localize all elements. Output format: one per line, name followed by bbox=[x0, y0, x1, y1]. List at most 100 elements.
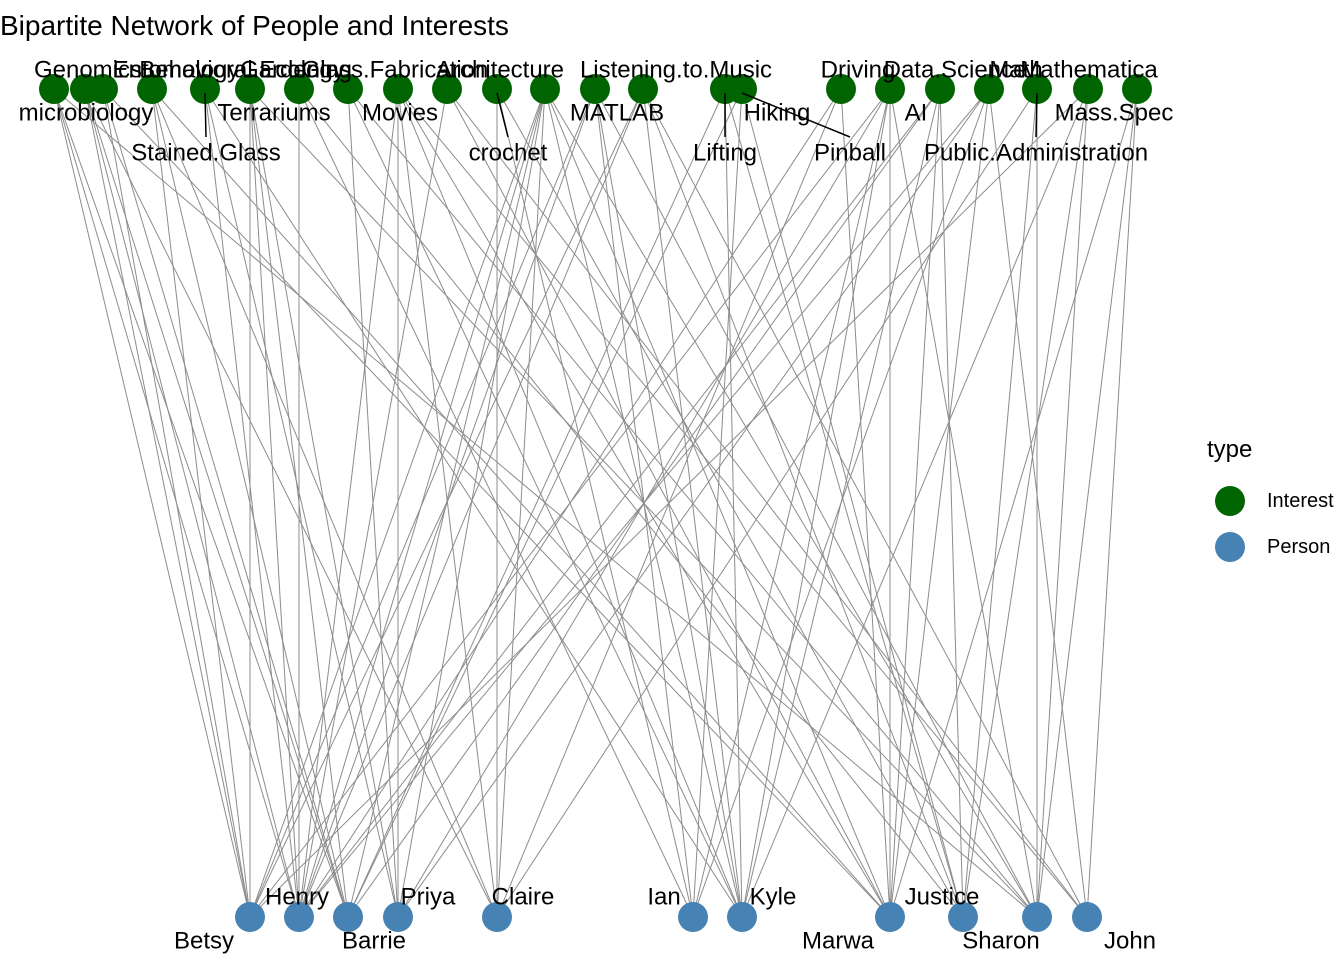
edge bbox=[496, 88, 1038, 918]
interest-node[interactable] bbox=[284, 74, 314, 104]
edge bbox=[204, 88, 399, 918]
interest-node[interactable] bbox=[1122, 74, 1152, 104]
edge bbox=[692, 88, 891, 918]
person-node[interactable] bbox=[482, 902, 512, 932]
person-node[interactable] bbox=[284, 902, 314, 932]
interest-node[interactable] bbox=[875, 74, 905, 104]
interest-node[interactable] bbox=[235, 74, 265, 104]
interest-label: Mass.Spec bbox=[1055, 100, 1174, 127]
legend-person-label: Person bbox=[1267, 535, 1331, 558]
person-node[interactable] bbox=[678, 902, 708, 932]
interest-label: crochet bbox=[469, 140, 548, 167]
interest-node[interactable] bbox=[1073, 74, 1103, 104]
label-leader-layer bbox=[204, 92, 1038, 138]
person-label: Betsy bbox=[174, 928, 234, 955]
person-node[interactable] bbox=[727, 902, 757, 932]
edge bbox=[840, 88, 891, 918]
interest-node[interactable] bbox=[190, 74, 220, 104]
edge bbox=[298, 88, 448, 918]
legend-interest-swatch bbox=[1215, 486, 1245, 516]
interest-label: Public.Administration bbox=[924, 140, 1148, 167]
edge bbox=[298, 88, 990, 918]
person-node[interactable] bbox=[383, 902, 413, 932]
person-label: Sharon bbox=[962, 928, 1039, 955]
interest-node[interactable] bbox=[39, 74, 69, 104]
edge bbox=[692, 88, 990, 918]
interest-label: Math bbox=[989, 57, 1042, 84]
person-label: Claire bbox=[492, 884, 555, 911]
interest-label: Listening.to.Music bbox=[580, 57, 772, 84]
interest-label: Data.Science bbox=[884, 57, 1027, 84]
legend-title: type bbox=[1207, 436, 1253, 463]
edge bbox=[298, 88, 694, 918]
person-label: Kyle bbox=[750, 884, 797, 911]
interest-label: Lifting bbox=[693, 140, 757, 167]
edge bbox=[151, 88, 251, 918]
edge bbox=[204, 88, 300, 918]
edge bbox=[741, 88, 964, 918]
interest-label: Genomics bbox=[34, 57, 142, 84]
edge bbox=[692, 88, 743, 918]
interest-node[interactable] bbox=[580, 74, 610, 104]
edge bbox=[889, 88, 1038, 918]
chart-title: Bipartite Network of People and Interest… bbox=[0, 10, 509, 41]
person-node[interactable] bbox=[333, 902, 363, 932]
person-label: Henry bbox=[265, 884, 329, 911]
person-node[interactable] bbox=[948, 902, 978, 932]
edge bbox=[741, 88, 891, 918]
interest-node[interactable] bbox=[432, 74, 462, 104]
interest-node[interactable] bbox=[974, 74, 1004, 104]
interest-node[interactable] bbox=[1022, 74, 1052, 104]
legend-item-interest: Interest bbox=[1207, 478, 1334, 524]
label-leader-line bbox=[496, 92, 509, 138]
interest-node[interactable] bbox=[628, 74, 658, 104]
edge bbox=[347, 88, 726, 918]
edge bbox=[249, 88, 349, 918]
person-node[interactable] bbox=[875, 902, 905, 932]
interest-node[interactable] bbox=[925, 74, 955, 104]
label-leader-line bbox=[1035, 92, 1038, 138]
person-node[interactable] bbox=[1022, 902, 1052, 932]
edge bbox=[84, 88, 349, 918]
interest-node[interactable] bbox=[826, 74, 856, 104]
person-label: Justice bbox=[905, 884, 980, 911]
interest-label: Stained.Glass bbox=[131, 140, 280, 167]
interest-node[interactable] bbox=[482, 74, 512, 104]
node-layer bbox=[39, 74, 1152, 932]
legend-person-swatch bbox=[1215, 532, 1245, 562]
interest-label: Hiking bbox=[744, 100, 811, 127]
edge bbox=[102, 88, 251, 918]
edge bbox=[53, 88, 251, 918]
interest-node[interactable] bbox=[383, 74, 413, 104]
person-node[interactable] bbox=[235, 902, 265, 932]
edge bbox=[889, 88, 1138, 918]
edge bbox=[397, 88, 1088, 918]
interest-label: Gardening bbox=[240, 57, 352, 84]
person-label: Marwa bbox=[802, 928, 875, 955]
edge bbox=[298, 88, 941, 918]
person-label: Ian bbox=[647, 884, 680, 911]
interest-node[interactable] bbox=[530, 74, 560, 104]
interest-node[interactable] bbox=[333, 74, 363, 104]
edge bbox=[84, 88, 498, 918]
edge bbox=[249, 88, 399, 918]
edge bbox=[84, 88, 251, 918]
edge bbox=[889, 88, 990, 918]
interest-label: Movies bbox=[362, 100, 438, 127]
edge bbox=[724, 88, 964, 918]
interest-label: Behavioral.Ecology bbox=[139, 57, 344, 84]
interest-node[interactable] bbox=[137, 74, 167, 104]
interest-label: Mathematica bbox=[1020, 57, 1158, 84]
edge bbox=[249, 88, 644, 918]
edge bbox=[962, 88, 1089, 918]
edge bbox=[741, 88, 1089, 918]
interest-node[interactable] bbox=[88, 74, 118, 104]
edge bbox=[642, 88, 964, 918]
edge bbox=[1036, 88, 1089, 918]
person-label: John bbox=[1104, 928, 1156, 955]
interest-label: Architecture bbox=[436, 57, 564, 84]
person-node[interactable] bbox=[1072, 902, 1102, 932]
edge bbox=[204, 88, 743, 918]
edge bbox=[298, 88, 546, 918]
